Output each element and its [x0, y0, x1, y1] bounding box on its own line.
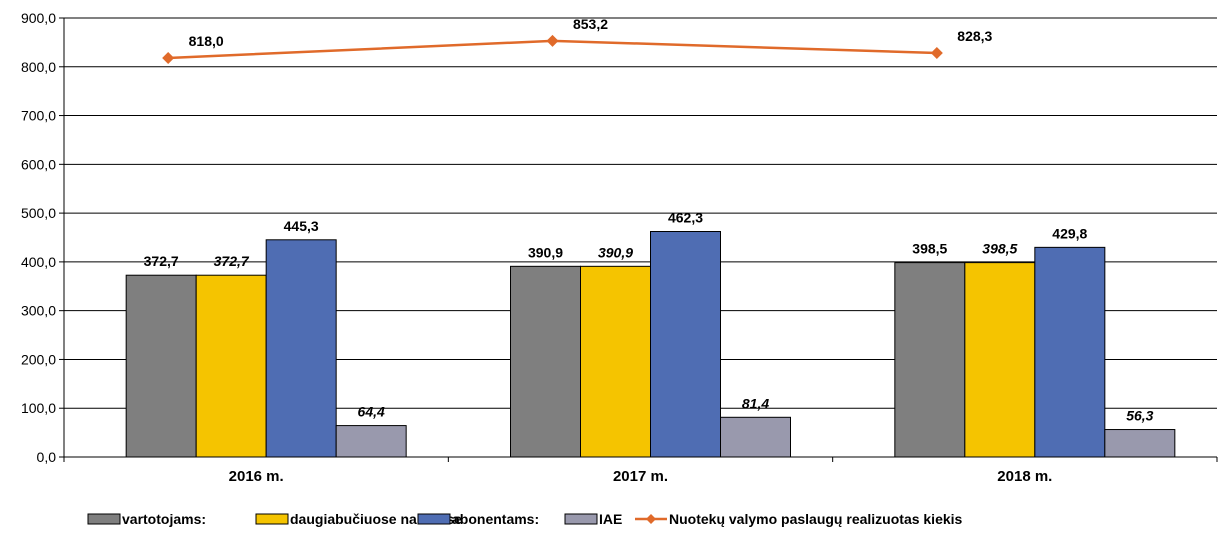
bar-data-label: 429,8	[1052, 225, 1087, 241]
y-tick-label: 600,0	[21, 156, 56, 172]
axes	[59, 17, 1218, 462]
line-data-label: 818,0	[189, 33, 224, 49]
x-category-label: 2016 m.	[229, 468, 284, 485]
bar	[964, 262, 1036, 458]
y-tick-label: 0,0	[37, 449, 57, 465]
y-tick-label: 500,0	[21, 205, 56, 221]
bar	[195, 274, 267, 458]
bar-data-label: 462,3	[668, 210, 703, 226]
legend-swatch	[255, 513, 289, 525]
bar	[1104, 429, 1176, 458]
bar-data-label: 390,9	[528, 244, 563, 260]
bar-data-label: 372,7	[214, 253, 250, 269]
legend-swatch	[564, 513, 598, 525]
legend-swatch	[417, 513, 451, 525]
line-data-label: 853,2	[573, 16, 608, 32]
bar	[125, 274, 197, 458]
bar	[265, 239, 337, 458]
bar	[720, 416, 791, 458]
bar-data-label: 398,5	[982, 241, 1017, 257]
line-point	[930, 46, 943, 59]
y-tick-label: 300,0	[21, 303, 56, 319]
bar-data-label: 56,3	[1126, 408, 1153, 424]
x-category-label: 2018 m.	[997, 468, 1052, 485]
x-axis-category-labels: 2016 m. 2017 m. 2018 m.	[229, 468, 1053, 485]
y-tick-label: 100,0	[21, 400, 56, 416]
bar	[510, 265, 581, 458]
x-category-label: 2017 m.	[613, 468, 668, 485]
bar-data-label: 390,9	[598, 244, 633, 260]
bar-data-label: 81,4	[742, 395, 769, 411]
legend-label: Nuotekų valymo paslaugų realizuotas kiek…	[669, 511, 963, 527]
y-tick-label: 200,0	[21, 351, 56, 367]
legend-swatch	[87, 513, 121, 525]
legend-marker	[646, 514, 656, 524]
legend-label: vartotojams:	[122, 511, 206, 527]
bar	[335, 425, 407, 458]
bar	[650, 231, 721, 458]
bar-data-label: 445,3	[284, 218, 319, 234]
line-point	[546, 34, 559, 47]
bar	[580, 265, 651, 458]
bar	[1034, 246, 1106, 458]
legend: vartotojams: daugiabučiuose namuoseabonen…	[87, 511, 963, 527]
bar-data-label: 398,5	[912, 241, 947, 257]
line-data-label: 828,3	[957, 28, 992, 44]
legend-label: IAE	[599, 511, 622, 527]
y-tick-label: 800,0	[21, 59, 56, 75]
y-tick-label: 900,0	[21, 10, 56, 26]
bar-data-label: 64,4	[358, 404, 385, 420]
bar	[894, 262, 966, 458]
line-point	[162, 51, 175, 64]
line-series: 818,0 853,2 828,3	[162, 16, 993, 64]
y-axis-tick-labels: 0,0 100,0 200,0 300,0 400,0 500,0 600,0 700,0 80…	[21, 10, 56, 465]
bars	[125, 231, 1176, 458]
bar-data-labels: 372,7 372,7 445,3 64,4 390,9 390,9 462,3 81,4 39…	[144, 210, 1154, 424]
y-tick-label: 700,0	[21, 108, 56, 124]
legend-label: abonentams:	[452, 511, 539, 527]
y-tick-label: 400,0	[21, 254, 56, 270]
bar-data-label: 372,7	[144, 253, 179, 269]
